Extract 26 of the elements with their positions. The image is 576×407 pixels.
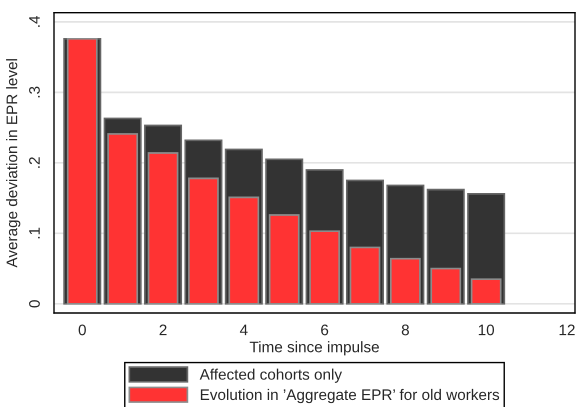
y-tick-label: .4 bbox=[29, 16, 40, 27]
legend-label: Affected cohorts only bbox=[200, 368, 342, 383]
bar bbox=[390, 258, 421, 305]
x-tick-label: 0 bbox=[78, 324, 86, 336]
bar bbox=[268, 214, 300, 305]
bar bbox=[188, 178, 219, 305]
bar bbox=[470, 278, 502, 305]
x-tick-label: 2 bbox=[160, 324, 167, 336]
x-tick-label: 10 bbox=[478, 324, 494, 336]
y-tick-label: .1 bbox=[29, 228, 40, 238]
y-axis-title: Average deviation in EPR level bbox=[6, 59, 20, 268]
bar bbox=[430, 268, 462, 305]
y-tick-label: .2 bbox=[29, 157, 40, 168]
x-tick-label: 4 bbox=[240, 324, 248, 336]
bar bbox=[148, 152, 178, 305]
x-tick-label: 12 bbox=[560, 324, 575, 336]
bar bbox=[309, 230, 340, 305]
bar bbox=[107, 133, 138, 305]
y-tick-label: .3 bbox=[29, 86, 40, 98]
x-tick-label: 8 bbox=[402, 324, 409, 336]
x-tick-label: 6 bbox=[321, 324, 328, 336]
x-axis-title: Time since impulse bbox=[250, 341, 379, 356]
bar bbox=[228, 196, 260, 305]
bar bbox=[350, 246, 380, 305]
legend-label: Evolution in ’Aggregate EPR’ for old workers bbox=[200, 388, 500, 404]
y-tick-label: 0 bbox=[29, 300, 40, 308]
